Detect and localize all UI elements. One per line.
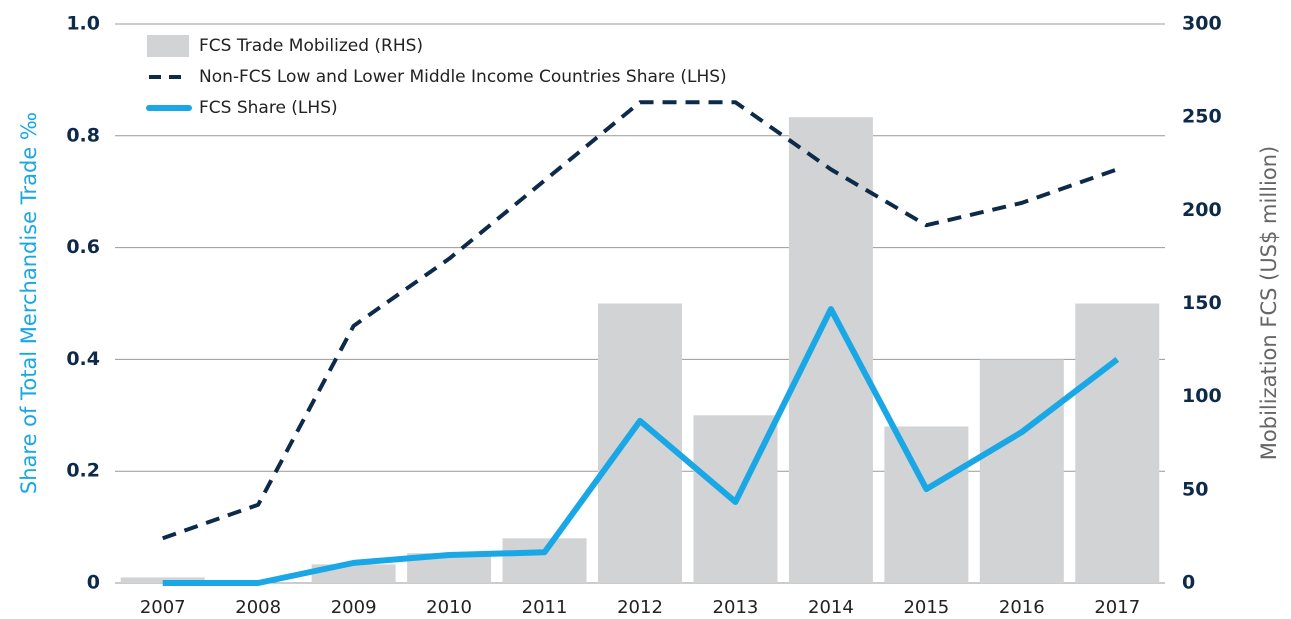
bar bbox=[884, 426, 969, 583]
line bbox=[162, 100, 1118, 541]
x-tick-label: 2015 bbox=[903, 597, 949, 618]
line bbox=[162, 306, 1120, 586]
y-tick-label: 0.2 bbox=[66, 460, 100, 482]
y-tick-label: 1.0 bbox=[66, 13, 100, 35]
legend-label: Non-FCS Low and Lower Middle Income Coun… bbox=[199, 67, 727, 87]
y2-tick-label: 150 bbox=[1182, 292, 1222, 314]
y2-tick-label: 50 bbox=[1182, 478, 1208, 500]
bar bbox=[788, 117, 873, 584]
legend-label: FCS Share (LHS) bbox=[199, 98, 338, 118]
x-tick-label: 2007 bbox=[140, 597, 186, 618]
y2-tick-label: 0 bbox=[1182, 572, 1195, 594]
y-tick-label: 0.8 bbox=[66, 124, 100, 146]
x-tick-label: 2013 bbox=[713, 597, 759, 618]
y2-axis-label: Mobilization FCS (US$ million) bbox=[1257, 146, 1281, 460]
y-tick-label: 0.4 bbox=[66, 348, 100, 370]
legend-swatch bbox=[147, 35, 189, 57]
x-tick-label: 2012 bbox=[617, 597, 663, 618]
y2-tick-label: 250 bbox=[1182, 106, 1222, 128]
y-tick-label: 0.6 bbox=[66, 236, 100, 258]
x-tick-label: 2017 bbox=[1094, 597, 1140, 618]
legend-label: FCS Trade Mobilized (RHS) bbox=[199, 36, 423, 56]
bar bbox=[120, 577, 205, 583]
x-tick-label: 2011 bbox=[522, 597, 568, 618]
y2-tick-label: 100 bbox=[1182, 385, 1222, 407]
y2-tick-label: 200 bbox=[1182, 199, 1222, 221]
x-tick-label: 2008 bbox=[235, 597, 281, 618]
y-axis-label: Share of Total Merchandise Trade ‰ bbox=[17, 112, 41, 494]
y2-tick-label: 300 bbox=[1182, 13, 1222, 35]
y-tick-label: 0 bbox=[87, 572, 100, 594]
bar bbox=[502, 538, 587, 583]
bar bbox=[1075, 303, 1160, 583]
x-tick-label: 2016 bbox=[999, 597, 1045, 618]
x-tick-label: 2009 bbox=[331, 597, 377, 618]
x-tick-label: 2010 bbox=[426, 597, 472, 618]
bar bbox=[979, 359, 1064, 583]
x-tick-label: 2014 bbox=[808, 597, 854, 618]
